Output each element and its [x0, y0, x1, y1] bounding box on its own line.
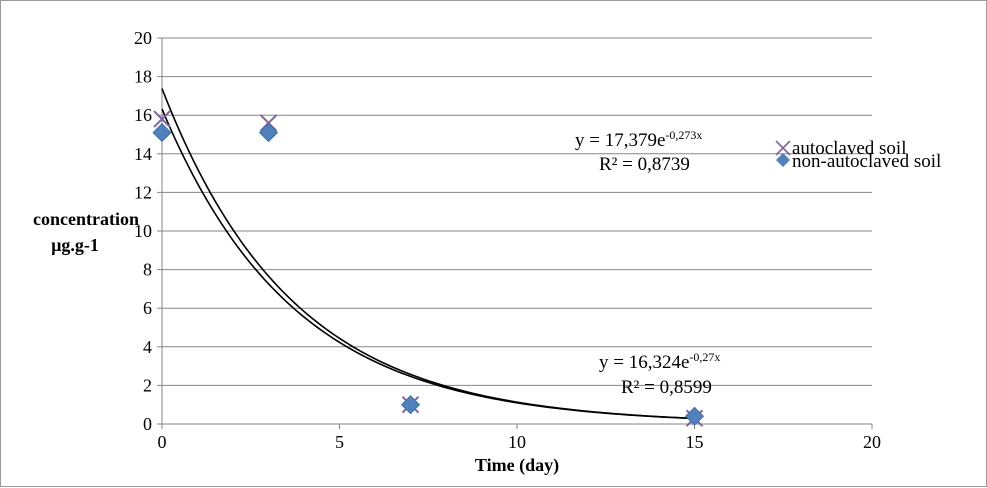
trendline-non-autoclaved [161, 108, 695, 420]
y-tick-label: 18 [134, 67, 152, 87]
trendline-r2-autoclaved: R² = 0,8739 [599, 154, 690, 175]
y-tick-label: 16 [134, 105, 152, 125]
y-tick-label: 12 [134, 182, 152, 202]
trendline-equation-autoclaved: y = 17,379e-0,273x [575, 128, 702, 151]
data-point-non-autoclaved [258, 123, 279, 143]
data-point-autoclaved [259, 114, 278, 132]
data-point-non-autoclaved [152, 123, 172, 143]
x-tick-label: 10 [508, 432, 526, 452]
x-axis-label: Time (day) [475, 455, 559, 476]
legend-marker-non-autoclaved [776, 153, 790, 167]
grid-layer [162, 37, 872, 425]
legend: autoclaved soil non-autoclaved soil [775, 138, 941, 172]
legend-label-non-autoclaved: non-autoclaved soil [792, 151, 941, 172]
y-tick-label: 0 [143, 414, 152, 434]
x-tick-label: 5 [335, 432, 344, 452]
y-tick-label: 8 [143, 260, 152, 280]
y-tick-label: 2 [143, 375, 152, 395]
x-tick-label: 15 [686, 432, 704, 452]
y-tick-label: 4 [143, 337, 152, 357]
y-tick-label: 20 [134, 28, 152, 48]
x-tick-label: 0 [158, 432, 167, 452]
data-point-autoclaved [153, 110, 171, 128]
y-tick-label: 14 [134, 144, 152, 164]
x-marker-stroke [153, 110, 171, 128]
x-marker-stroke [259, 114, 278, 132]
axis-layer: 0 2 4 6 8 10 12 14 16 18 20 0 5 10 15 20 [134, 28, 881, 452]
point-layer [152, 110, 705, 427]
y-tick-label: 6 [143, 298, 152, 318]
x-tick-label: 20 [863, 432, 881, 452]
data-point-non-autoclaved [684, 406, 705, 426]
trendline-equation-non-autoclaved: y = 16,324e-0,27x [599, 350, 720, 373]
y-axis-label-line2: µg.g-1 [51, 235, 99, 255]
data-point-non-autoclaved [400, 395, 421, 415]
legend-marker-autoclaved [775, 140, 791, 156]
trendline-r2-non-autoclaved: R² = 0,8599 [621, 377, 712, 398]
y-tick-label: 10 [134, 221, 152, 241]
y-axis-label-line1: concentration [33, 209, 139, 229]
legend-label-autoclaved: autoclaved soil [792, 138, 907, 159]
trendline-layer [161, 88, 695, 420]
